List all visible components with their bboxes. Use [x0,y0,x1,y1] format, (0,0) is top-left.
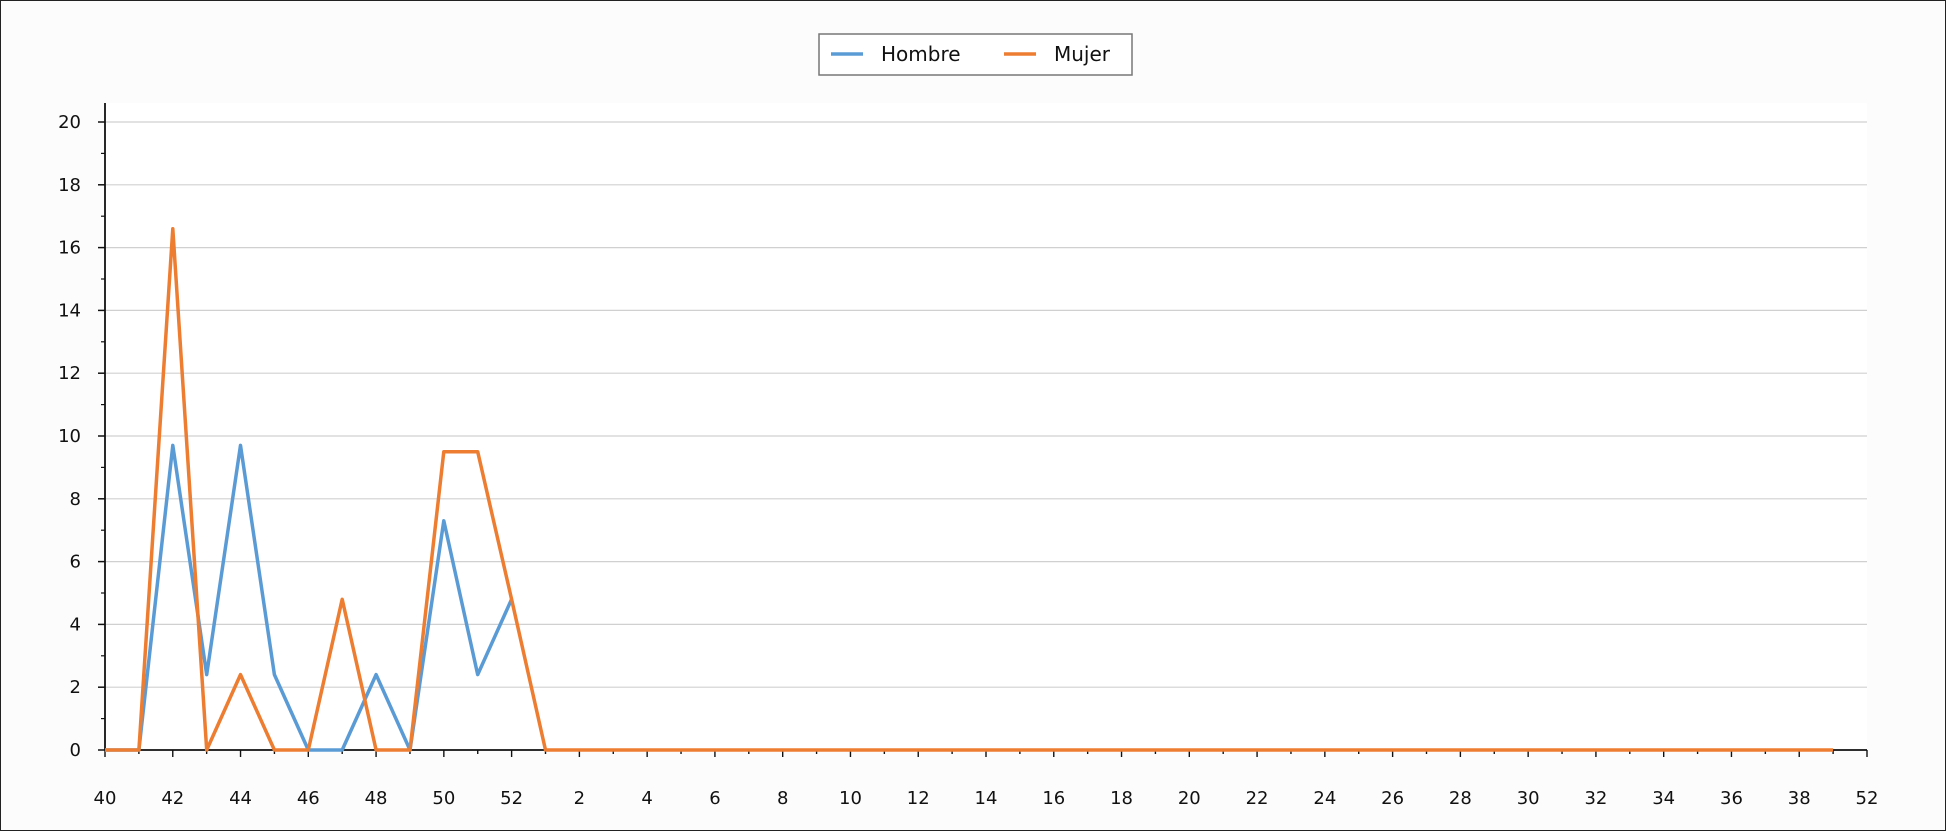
x-tick-label: 24 [1313,788,1336,809]
x-tick-label: 38 [1788,788,1811,809]
x-tick-label: 44 [229,788,252,809]
x-tick-label: 16 [1042,788,1065,809]
y-tick-label: 4 [70,614,81,635]
y-tick-label: 0 [70,740,81,761]
x-tick-label: 30 [1517,788,1540,809]
x-tick-label: 26 [1381,788,1404,809]
legend: Hombre Mujer [818,33,1133,76]
x-tick-label: 46 [297,788,320,809]
x-tick-label: 22 [1246,788,1269,809]
y-tick-label: 10 [58,426,81,447]
x-tick-label: 10 [839,788,862,809]
grid-lines [105,103,1867,750]
y-axis-tick-labels: 0 2 4 6 8 10 12 14 16 18 20 [58,112,81,761]
legend-label-mujer: Mujer [1054,42,1111,66]
x-tick-label: 12 [907,788,930,809]
series-lines [105,227,1834,752]
y-tick-label: 20 [58,112,81,133]
x-tick-label: 14 [975,788,998,809]
y-tick-label: 6 [70,552,81,573]
x-tick-label: 34 [1652,788,1675,809]
x-tick-label: 36 [1720,788,1743,809]
x-tick-label: 52 [500,788,523,809]
x-tick-label: 2 [574,788,585,809]
x-tick-label: 8 [777,788,788,809]
x-tick-label: 40 [94,788,117,809]
x-tick-label: 52 [1856,788,1879,809]
x-axis-tick-labels: 40 42 44 46 48 50 52 2 4 6 8 10 12 14 16 18 20 22 24 26 28 30… [94,788,1879,809]
y-tick-label: 16 [58,238,81,259]
y-tick-label: 14 [58,300,81,321]
x-tick-label: 6 [709,788,720,809]
x-tick-label: 28 [1449,788,1472,809]
plot-area [105,103,1867,750]
x-tick-label: 48 [365,788,388,809]
x-tick-label: 50 [432,788,455,809]
y-tick-label: 18 [58,175,81,196]
x-tick-label: 42 [161,788,184,809]
series-line-mujer [105,227,1834,752]
legend-label-hombre: Hombre [881,42,961,66]
y-tick-label: 12 [58,363,81,384]
x-tick-label: 20 [1178,788,1201,809]
x-tick-label: 18 [1110,788,1133,809]
x-tick-label: 4 [641,788,652,809]
legend-box [818,33,1133,76]
x-tick-label: 32 [1584,788,1607,809]
y-tick-label: 2 [70,677,81,698]
y-tick-label: 8 [70,489,81,510]
